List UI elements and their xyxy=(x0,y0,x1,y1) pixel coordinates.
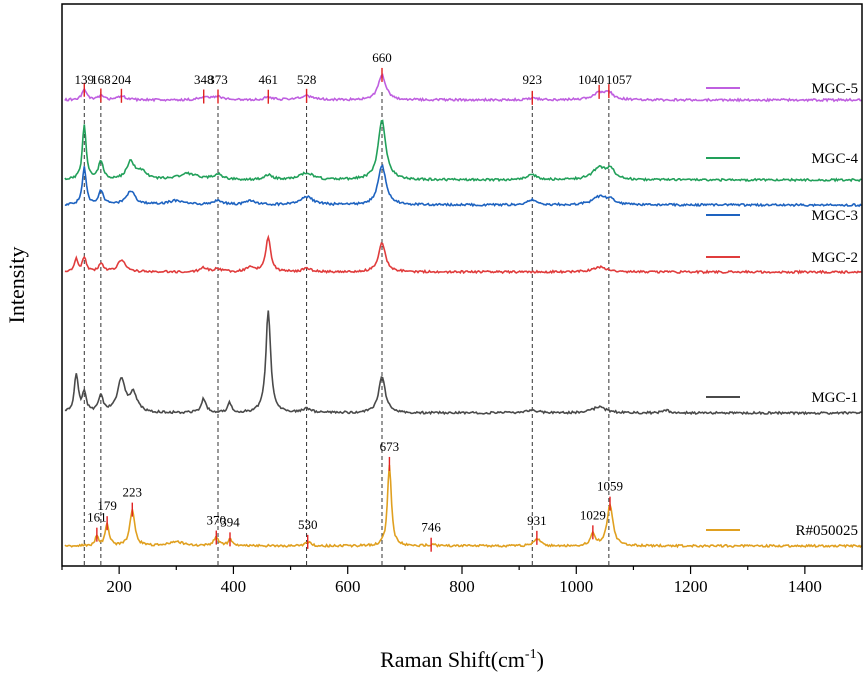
series-line-mgc-1 xyxy=(64,310,862,416)
legend-label-mgc-5: MGC-5 xyxy=(811,81,858,97)
peak-label-mgc-5-373: 373 xyxy=(208,72,228,87)
series-line-mgc-2 xyxy=(64,234,862,275)
peak-label-mgc-5-923: 923 xyxy=(523,72,543,87)
series-line-mgc-3 xyxy=(64,164,862,208)
peak-label-r-050025-370: 370 xyxy=(207,513,227,528)
x-axis-title-close: ) xyxy=(537,647,544,672)
x-tick-label-1200: 1200 xyxy=(674,577,708,596)
x-tick-label-800: 800 xyxy=(449,577,475,596)
peak-label-mgc-5-660: 660 xyxy=(372,50,392,65)
peak-label-mgc-5-1057: 1057 xyxy=(606,72,633,87)
x-tick-label-600: 600 xyxy=(335,577,361,596)
legend-label-mgc-4: MGC-4 xyxy=(811,151,858,167)
legend-label-r-050025: R#050025 xyxy=(795,523,858,539)
peak-label-r-050025-1059: 1059 xyxy=(597,479,623,494)
peak-label-r-050025-394: 394 xyxy=(220,514,240,529)
x-axis-title-main: Raman Shift(cm xyxy=(380,647,525,672)
x-tick-label-1400: 1400 xyxy=(788,577,822,596)
x-tick-label-200: 200 xyxy=(106,577,132,596)
peak-label-r-050025-673: 673 xyxy=(380,439,400,454)
peak-label-mgc-5-461: 461 xyxy=(259,72,279,87)
peak-label-r-050025-179: 179 xyxy=(97,498,117,513)
peak-label-r-050025-931: 931 xyxy=(527,513,547,528)
peak-label-r-050025-161: 161 xyxy=(87,510,107,525)
x-axis-title: Raman Shift(cm-1) xyxy=(380,647,544,672)
legend-label-mgc-2: MGC-2 xyxy=(811,250,858,266)
legend-label-mgc-1: MGC-1 xyxy=(811,390,858,406)
peak-label-r-050025-223: 223 xyxy=(123,485,143,500)
plot-frame xyxy=(61,3,863,567)
series-line-mgc-4 xyxy=(64,119,862,183)
legend-label-mgc-3: MGC-3 xyxy=(811,208,858,224)
series-line-r-050025 xyxy=(64,464,863,549)
reference-lines xyxy=(83,92,610,566)
peak-label-mgc-5-139: 139 xyxy=(75,72,95,87)
peak-label-r-050025-530: 530 xyxy=(298,517,318,532)
series-line-mgc-5 xyxy=(64,73,862,103)
peak-label-mgc-5-1040: 1040 xyxy=(578,72,604,87)
x-axis: 200 400 600 800 1000 1200 1400 xyxy=(61,566,863,596)
peak-label-mgc-5-528: 528 xyxy=(297,72,317,87)
x-axis-title-exponent: -1 xyxy=(525,647,537,662)
series-layer xyxy=(64,73,863,549)
peak-label-mgc-5-168: 168 xyxy=(91,72,111,87)
peak-label-mgc-5-204: 204 xyxy=(112,72,132,87)
peak-label-r-050025-1029: 1029 xyxy=(580,507,606,522)
x-tick-label-1000: 1000 xyxy=(559,577,593,596)
peak-label-r-050025-746: 746 xyxy=(421,520,441,535)
y-axis-title: Intensity xyxy=(4,247,29,324)
legend: MGC-5 MGC-4 MGC-3 MGC-2 MGC-1 R#050025 xyxy=(706,81,858,539)
peak-label-mgc-5-348: 348 xyxy=(194,72,214,87)
x-tick-label-400: 400 xyxy=(221,577,247,596)
